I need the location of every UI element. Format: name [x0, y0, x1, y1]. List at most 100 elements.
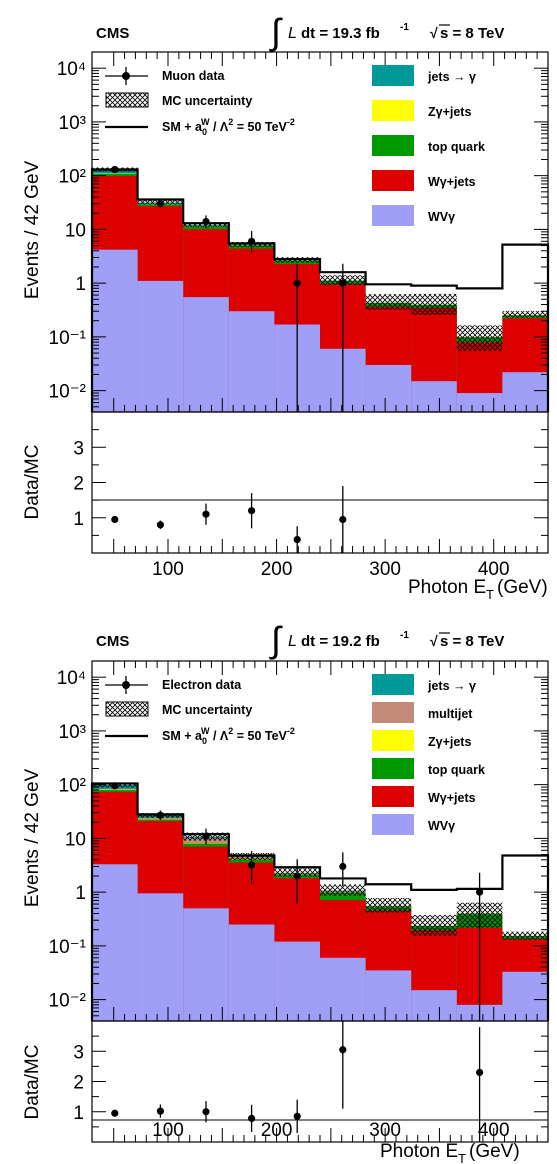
svg-text:T: T [486, 587, 494, 602]
mc-uncertainty-band [502, 931, 548, 940]
ratio-tick-label: 1 [73, 1103, 84, 1124]
legend-item-multijet: multijet [372, 702, 473, 723]
data-point [248, 851, 256, 885]
svg-text:Photon E: Photon E [380, 1141, 458, 1162]
bar-wv [92, 864, 138, 1021]
bar-wv [228, 924, 275, 1021]
ratio-y-axis-label: Data/MC [22, 445, 43, 520]
legend-item-z-jets: Zγ+jets [372, 100, 471, 121]
bar-wv [92, 249, 138, 412]
mc-uncertainty-band [456, 325, 503, 352]
data-point [293, 859, 301, 905]
svg-text:Photon E: Photon E [408, 577, 486, 598]
svg-text:√: √ [430, 25, 438, 41]
ratio-point [248, 493, 256, 529]
legend-item-jets: jets → γ [372, 65, 476, 86]
svg-text:L: L [288, 633, 297, 650]
svg-text:Muon data: Muon data [162, 69, 226, 83]
data-point [339, 263, 347, 412]
svg-text:(GeV): (GeV) [497, 577, 548, 598]
data-points [111, 165, 347, 412]
mc-uncertainty-band [502, 311, 548, 318]
ratio-point [248, 1104, 256, 1133]
x-tick-label: 300 [369, 559, 401, 580]
svg-text:∫: ∫ [269, 11, 283, 52]
mc-uncertainty-band [411, 914, 457, 936]
ratio-points [111, 1021, 484, 1142]
mc-uncertainty-band [365, 294, 412, 310]
y-tick-label: 1 [75, 883, 86, 904]
mc-uncertainty-band [365, 898, 412, 913]
axis-ticks: 10⁴ 10³ 10² 10 1 10⁻¹ 10⁻² 100 200 300 400 1 2 3 [49, 51, 549, 580]
legend-label: jets → γ [427, 679, 476, 693]
ratio-tick-label: 3 [73, 1042, 84, 1063]
data-point [248, 231, 256, 253]
y-tick-label: 10² [59, 776, 86, 797]
svg-text:√: √ [430, 633, 438, 649]
legend: Electron data MC uncertainty SM + a0W / … [105, 674, 485, 835]
data-point [156, 199, 164, 209]
svg-text:Electron data: Electron data [162, 678, 242, 692]
bar-wv [183, 297, 229, 412]
y-tick-label: 10⁴ [57, 668, 86, 689]
y-tick-label: 10⁴ [57, 59, 86, 80]
svg-text:∫: ∫ [269, 619, 283, 660]
data-point [156, 810, 164, 820]
legend-item-top-quark: top quark [372, 135, 485, 156]
y-tick-label: 10⁻¹ [49, 937, 87, 958]
svg-text:(GeV): (GeV) [469, 1141, 520, 1162]
legend-item-signal: SM + a0W / Λ2 = 50 TeV-2 [105, 117, 295, 137]
legend-label: WVγ [428, 210, 455, 224]
legend-item-data: Electron data [105, 676, 242, 694]
energy-label: √ s = 8 TeV [430, 632, 504, 650]
legend-right: jets → γ multijet Zγ+jets top quark Wγ+jets W… [372, 674, 485, 835]
x-tick-label: 100 [152, 1120, 184, 1141]
bar-wv [183, 908, 229, 1021]
ratio-tick-label: 2 [73, 1073, 84, 1094]
bar-wv [365, 970, 412, 1021]
legend-label: Wγ+jets [428, 175, 476, 189]
data-points [111, 782, 484, 1021]
bar-wv [502, 971, 548, 1021]
legend-item-signal: SM + a0W / Λ2 = 50 TeV-2 [105, 726, 295, 746]
bar-wv [320, 957, 366, 1021]
luminosity-exponent: -1 [400, 22, 409, 33]
experiment-label: CMS [96, 25, 129, 42]
x-axis-label: Photon E T (GeV) [408, 577, 548, 602]
ratio-tick-label: 2 [73, 474, 84, 495]
bar-wv [411, 990, 457, 1021]
energy-label: √ s = 8 TeV [430, 24, 504, 42]
svg-text:SM + a0W / Λ2 = 50 TeV-2: SM + a0W / Λ2 = 50 TeV-2 [162, 726, 295, 746]
legend-item-mc-uncertainty: MC uncertainty [105, 701, 252, 717]
ratio-point [339, 486, 347, 553]
legend-label: Zγ+jets [428, 735, 471, 749]
ratio-point [339, 1021, 347, 1109]
ratio-y-axis-label: Data/MC [22, 1045, 43, 1120]
svg-text:L: L [288, 25, 297, 42]
muon-channel-panel: CMS ∫ L dt = 19.3 fb -1 √ s = 8 TeV 10⁴ 1… [22, 11, 550, 602]
energy-value: s = 8 TeV [440, 633, 504, 650]
legend: Muon data MC uncertainty SM + a0W / Λ2 =… [105, 65, 485, 226]
x-tick-label: 200 [261, 559, 293, 580]
ratio-point [111, 515, 119, 524]
legend-item-jets: jets → γ [372, 674, 476, 695]
legend-label: Wγ+jets [428, 791, 476, 805]
bar-wv [502, 372, 548, 412]
luminosity-label: ∫ L dt = 19.3 fb -1 [269, 11, 409, 52]
x-tick-label: 300 [369, 1120, 401, 1141]
y-tick-label: 10³ [59, 722, 86, 743]
data-point [339, 852, 347, 887]
svg-text:SM + a0W / Λ2 = 50 TeV-2: SM + a0W / Λ2 = 50 TeV-2 [162, 117, 295, 137]
energy-value: s = 8 TeV [440, 25, 504, 42]
bar-wv [137, 893, 184, 1021]
ratio-plot-frame [91, 411, 549, 554]
ratio-tick-label: 3 [73, 438, 84, 459]
data-point [293, 263, 301, 412]
data-point [111, 782, 119, 790]
x-tick-label: 100 [152, 559, 184, 580]
y-tick-label: 10⁻¹ [49, 328, 87, 349]
luminosity-exponent: -1 [400, 630, 409, 641]
y-tick-label: 10 [65, 220, 86, 241]
legend-right: jets → γ Zγ+jets top quark Wγ+jets WVγ [372, 65, 485, 226]
ratio-point [111, 1109, 119, 1117]
